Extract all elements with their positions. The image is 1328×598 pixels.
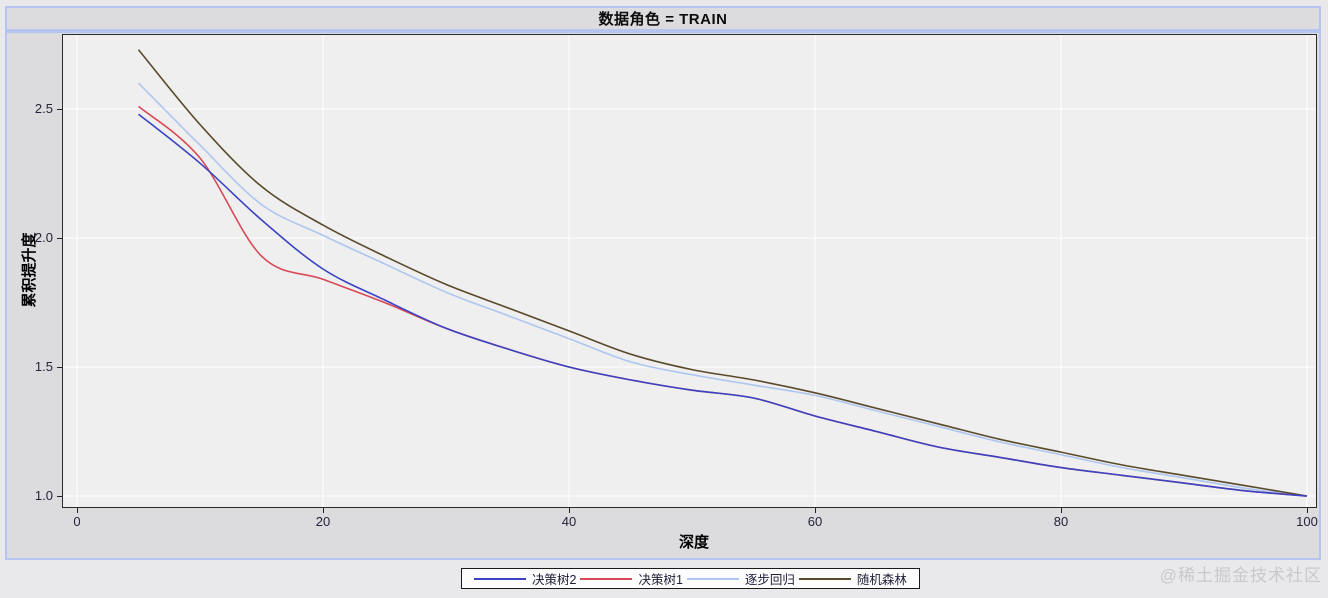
y-tick (57, 495, 62, 497)
legend-label: 随机森林 (856, 573, 907, 587)
series-line-3 (137, 49, 1308, 497)
x-tick-label: 100 (1296, 514, 1318, 529)
x-tick (1306, 508, 1308, 513)
legend-line-sample (474, 577, 526, 580)
legend-entry-0: 决策树2 (474, 569, 576, 588)
chart-title: 数据角色 = TRAIN (598, 11, 728, 28)
series-line-0 (138, 113, 1308, 497)
lift-curves-svg (63, 35, 1316, 507)
series-line-2 (137, 82, 1308, 497)
x-tick-label: 60 (807, 514, 823, 529)
legend-label: 决策树1 (638, 573, 683, 587)
legend: 决策树2 决策树1 逐步回归 随机森林 (461, 568, 920, 589)
y-tick-label: 1.0 (34, 488, 53, 503)
legend-label: 决策树2 (532, 573, 577, 587)
y-tick (57, 237, 62, 239)
chart-area: 0 20 40 60 80 100 1.0 1.5 2.0 2.5 深度 累积提升度 (5, 31, 1321, 560)
legend-entry-1: 决策树1 (580, 569, 683, 588)
legend-line-sample (580, 577, 633, 580)
x-tick-label: 0 (73, 514, 81, 529)
x-tick (322, 508, 324, 513)
legend-line-sample (798, 577, 851, 580)
legend-line-sample (686, 577, 739, 580)
y-tick (57, 108, 62, 110)
x-tick-label: 40 (561, 514, 577, 529)
series-line-1 (137, 105, 1308, 497)
x-tick-label: 80 (1053, 514, 1069, 529)
y-tick-label: 2.0 (34, 230, 53, 245)
x-tick (568, 508, 570, 513)
legend-label: 逐步回归 (744, 573, 795, 587)
legend-entry-2: 逐步回归 (686, 569, 795, 588)
chart-title-bar: 数据角色 = TRAIN (5, 6, 1321, 31)
x-tick (76, 508, 78, 513)
x-axis-title: 深度 (678, 534, 709, 551)
x-tick (1060, 508, 1062, 513)
x-tick-label: 20 (315, 514, 331, 529)
y-tick-label: 2.5 (34, 101, 53, 116)
watermark: @稀土掘金技术社区 (1159, 566, 1322, 585)
plot-area (62, 34, 1317, 508)
legend-entry-3: 随机森林 (798, 569, 907, 588)
y-tick-label: 1.5 (34, 359, 53, 374)
y-tick (57, 366, 62, 368)
y-axis-title: 累积提升度 (21, 232, 38, 308)
x-tick (814, 508, 816, 513)
